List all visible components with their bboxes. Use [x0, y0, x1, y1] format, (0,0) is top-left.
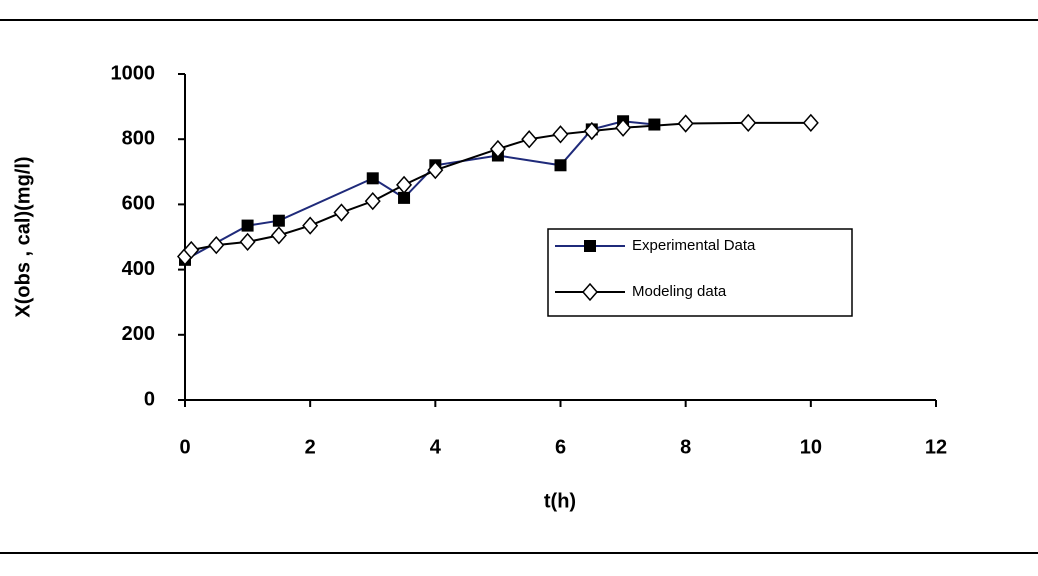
point [740, 113, 757, 133]
y-tick-label: 400 [122, 258, 155, 280]
y-tick-label: 800 [122, 127, 155, 149]
x-tick-label: 2 [305, 436, 316, 458]
point [398, 191, 411, 204]
x-tick-label: 10 [800, 436, 822, 458]
y-tick-label: 1000 [111, 62, 156, 84]
legend-marker [584, 240, 596, 252]
x-tick-label: 6 [555, 436, 566, 458]
point [241, 219, 254, 232]
point [302, 216, 319, 235]
point [239, 232, 256, 252]
point [366, 172, 379, 185]
legend-box [547, 228, 853, 317]
x-tick-label: 8 [680, 436, 691, 458]
point [554, 159, 567, 172]
x-axis-label: t(h) [544, 490, 576, 512]
y-axis-label: X(obs , cal)(mg/l) [12, 156, 34, 317]
point [677, 114, 694, 133]
y-tick-label: 200 [122, 323, 155, 345]
point [272, 214, 285, 227]
point [183, 240, 200, 260]
point [427, 161, 444, 180]
point [208, 236, 225, 255]
point [333, 203, 350, 222]
point [521, 130, 538, 149]
x-tick-label: 4 [430, 436, 442, 458]
point [396, 175, 413, 194]
point [489, 139, 506, 159]
point [648, 118, 661, 131]
point [615, 118, 632, 137]
point [583, 121, 600, 141]
y-tick-label: 0 [144, 388, 155, 410]
point [364, 192, 381, 211]
point [270, 226, 287, 245]
legend-label: Experimental Data [632, 237, 756, 254]
point [552, 125, 569, 144]
x-tick-label: 12 [925, 436, 947, 458]
y-tick-label: 600 [122, 193, 155, 215]
legend-marker [582, 282, 598, 302]
x-tick-label: 0 [179, 436, 190, 458]
point [802, 113, 819, 133]
legend-label: Modeling data [632, 283, 727, 300]
